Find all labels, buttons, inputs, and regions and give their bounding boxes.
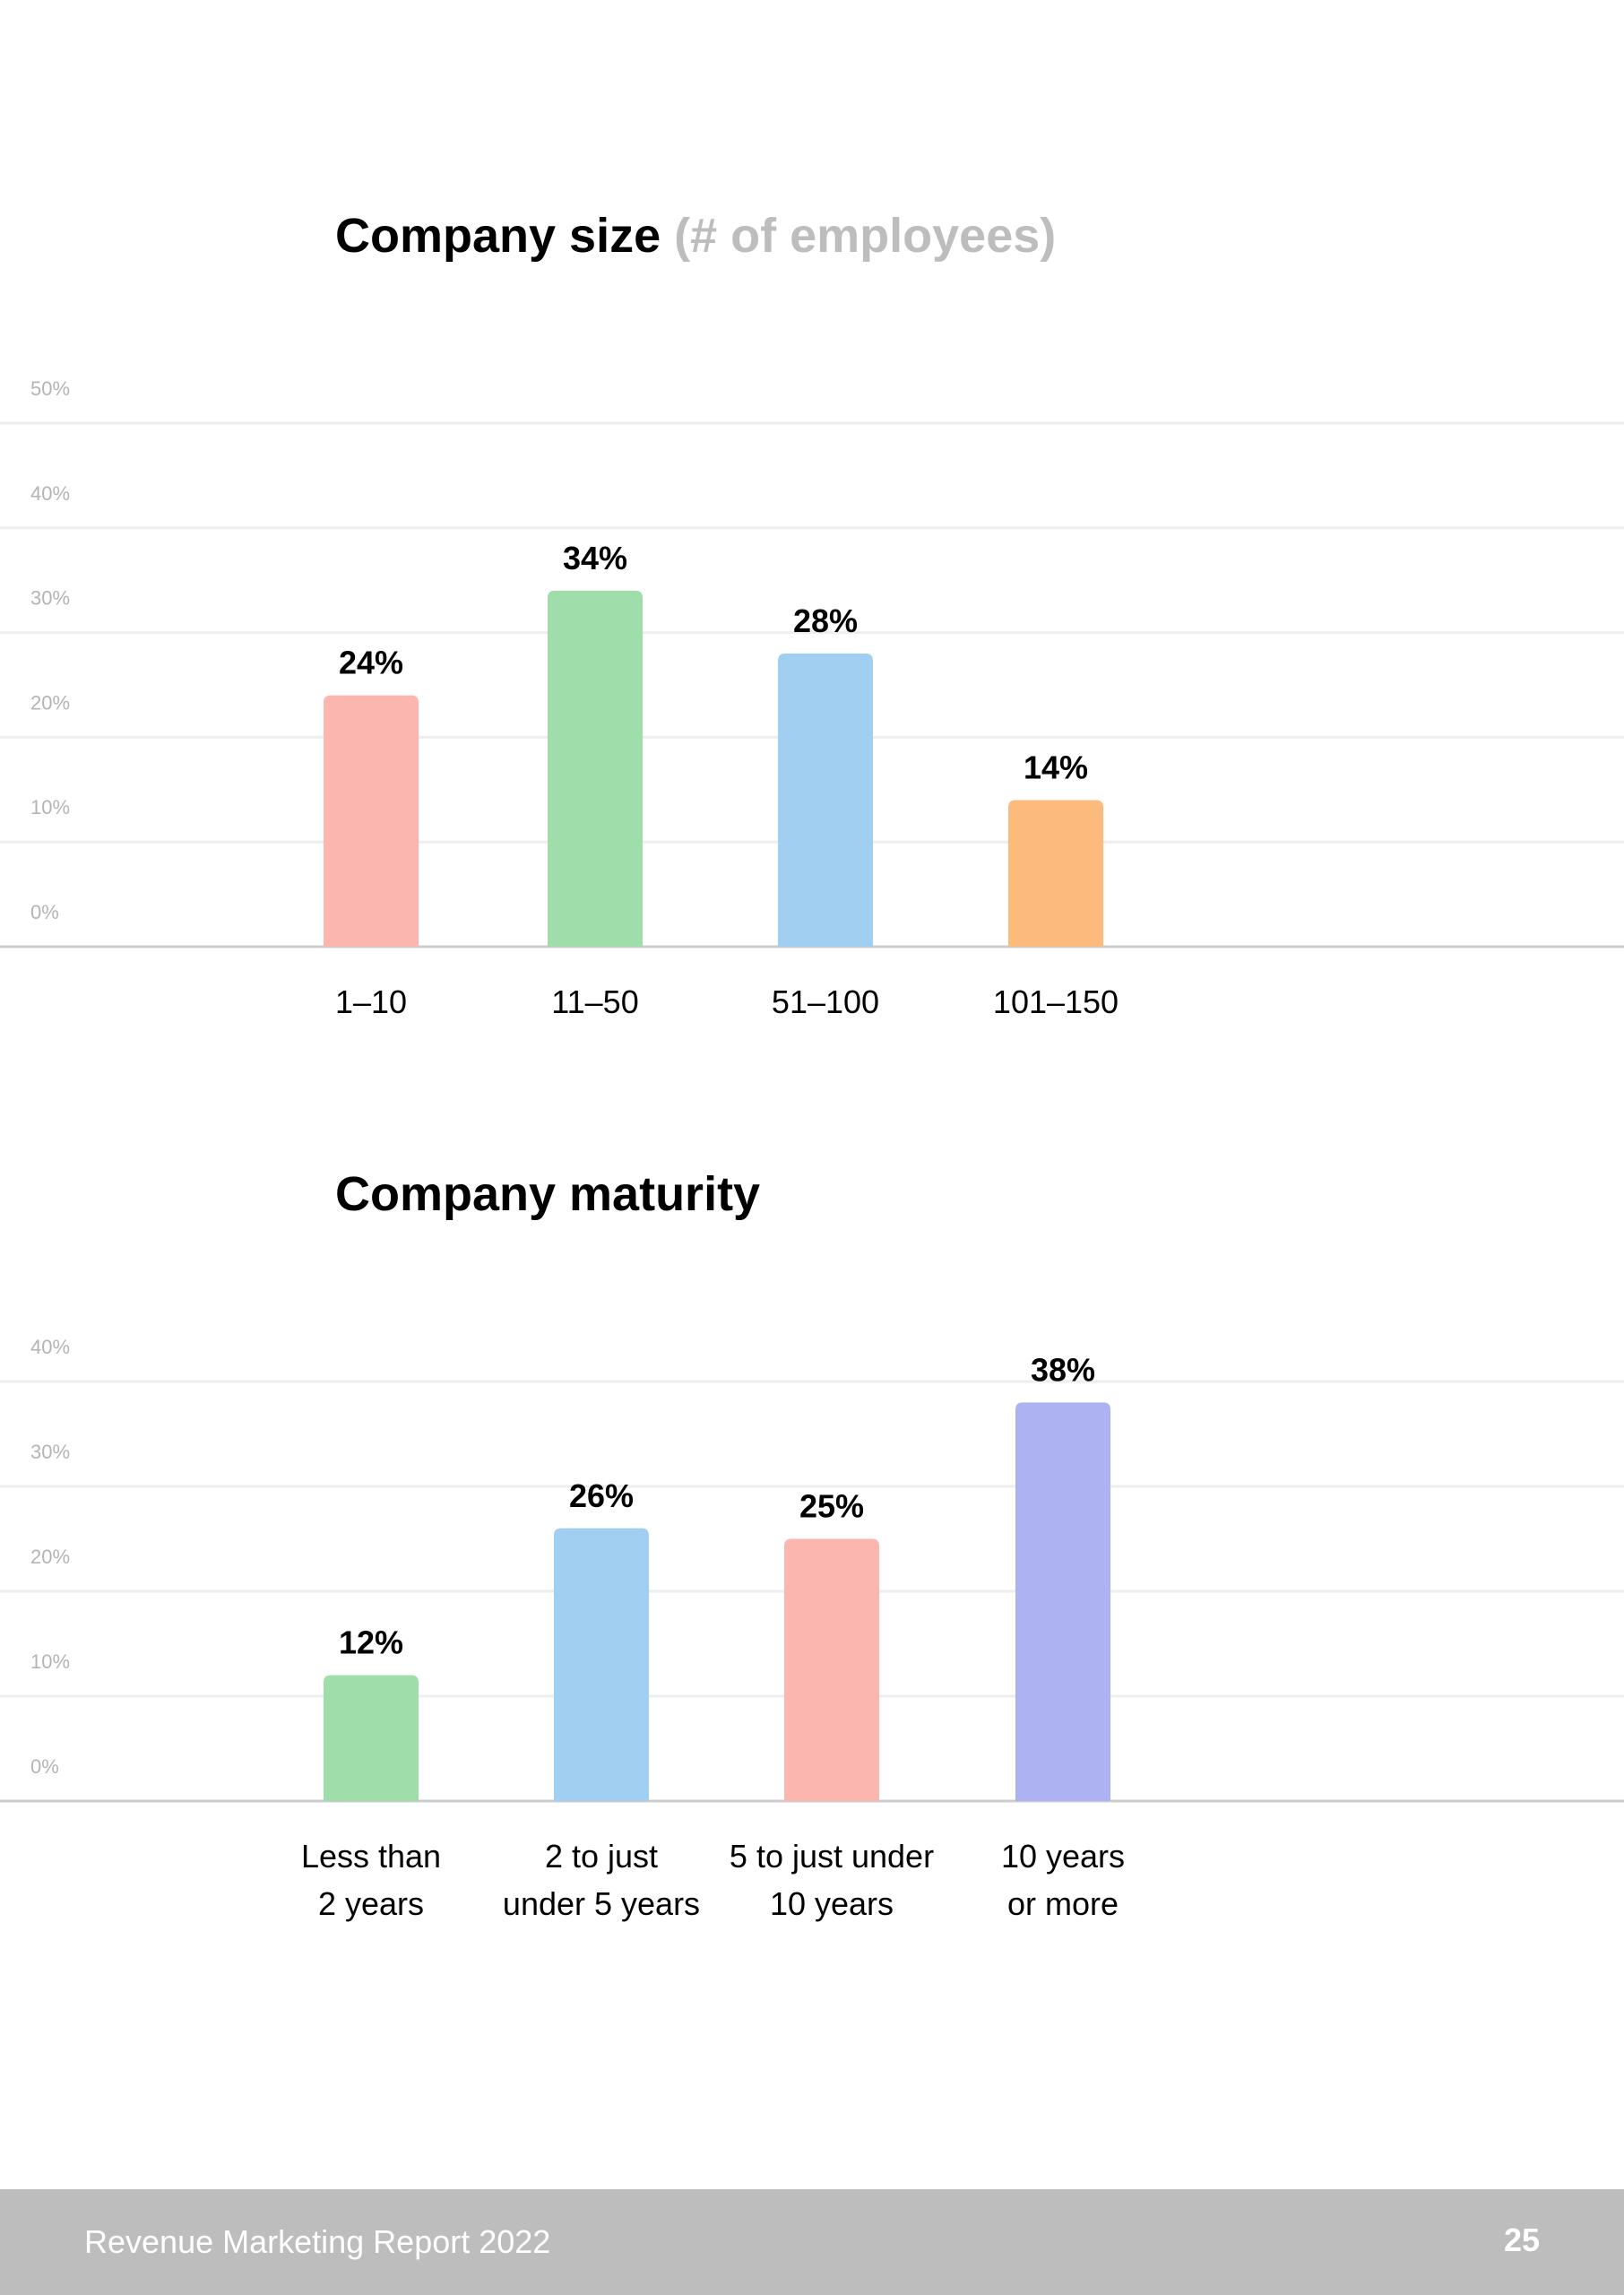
company-maturity-chart: 0% 10% 20% 30% 40% 12% Less than 2 years 26% 2 to… [0, 1336, 1624, 1922]
company-maturity-data-label: 12% [339, 1624, 403, 1661]
company-size-bar [548, 590, 643, 947]
company-maturity-category-label: 10 years [770, 1885, 894, 1922]
company-maturity-data-label: 26% [569, 1477, 634, 1514]
company-size-ytick-label: 20% [30, 691, 70, 714]
company-maturity-ytick-label: 0% [30, 1755, 59, 1778]
company-size-data-label: 24% [339, 645, 403, 681]
company-size-data-label: 28% [793, 602, 858, 639]
company-maturity-bar [324, 1675, 419, 1801]
company-size-category-label: 51–100 [772, 983, 879, 1020]
company-size-data-label: 14% [1024, 749, 1088, 785]
company-size-chart: 0% 10% 20% 30% 40% 50% 24% 1–10 34% 11–50 28% 51–10… [0, 377, 1624, 1020]
company-size-ytick-label: 10% [30, 796, 70, 818]
company-maturity-bar [784, 1538, 879, 1801]
company-size-category-label: 101–150 [993, 983, 1119, 1020]
company-maturity-bar [554, 1528, 649, 1801]
company-size-ytick-label: 40% [30, 482, 70, 505]
company-maturity-data-label: 38% [1031, 1351, 1095, 1388]
company-maturity-category-label: Less than [301, 1838, 441, 1875]
company-maturity-ytick-label: 10% [30, 1650, 70, 1673]
company-size-title-subtitle: (# of employees) [674, 209, 1057, 263]
company-maturity-category-label: 2 to just [545, 1838, 658, 1875]
company-size-ytick-label: 0% [30, 901, 59, 923]
footer-report-title: Revenue Marketing Report 2022 [84, 2223, 551, 2260]
company-size-ytick-label: 50% [30, 377, 70, 400]
company-maturity-category-label: 5 to just under [730, 1838, 934, 1875]
company-size-category-label: 1–10 [335, 983, 407, 1020]
company-size-bar [778, 653, 873, 947]
page-footer: Revenue Marketing Report 2022 25 [0, 2189, 1624, 2295]
company-maturity-category-label: under 5 years [503, 1885, 700, 1922]
company-size-data-label: 34% [563, 540, 627, 576]
company-maturity-ytick-label: 20% [30, 1546, 70, 1568]
company-maturity-title: Company maturity [335, 1167, 761, 1221]
company-size-ytick-label: 30% [30, 587, 70, 610]
company-size-bar [1008, 800, 1103, 947]
company-maturity-category-label: or more [1007, 1885, 1119, 1922]
company-size-title: Company size (# of employees) [335, 208, 1056, 264]
company-size-category-label: 11–50 [551, 983, 638, 1020]
company-maturity-category-label: 10 years [1001, 1838, 1125, 1875]
company-maturity-category-label: 2 years [318, 1885, 424, 1922]
company-maturity-bar [1015, 1402, 1110, 1801]
company-maturity-data-label: 25% [799, 1488, 864, 1525]
company-size-title-main: Company size [335, 209, 661, 263]
company-size-bar [324, 695, 419, 947]
company-maturity-ytick-label: 30% [30, 1441, 70, 1463]
company-maturity-ytick-label: 40% [30, 1336, 70, 1358]
footer-page-number: 25 [1503, 2221, 1540, 2258]
